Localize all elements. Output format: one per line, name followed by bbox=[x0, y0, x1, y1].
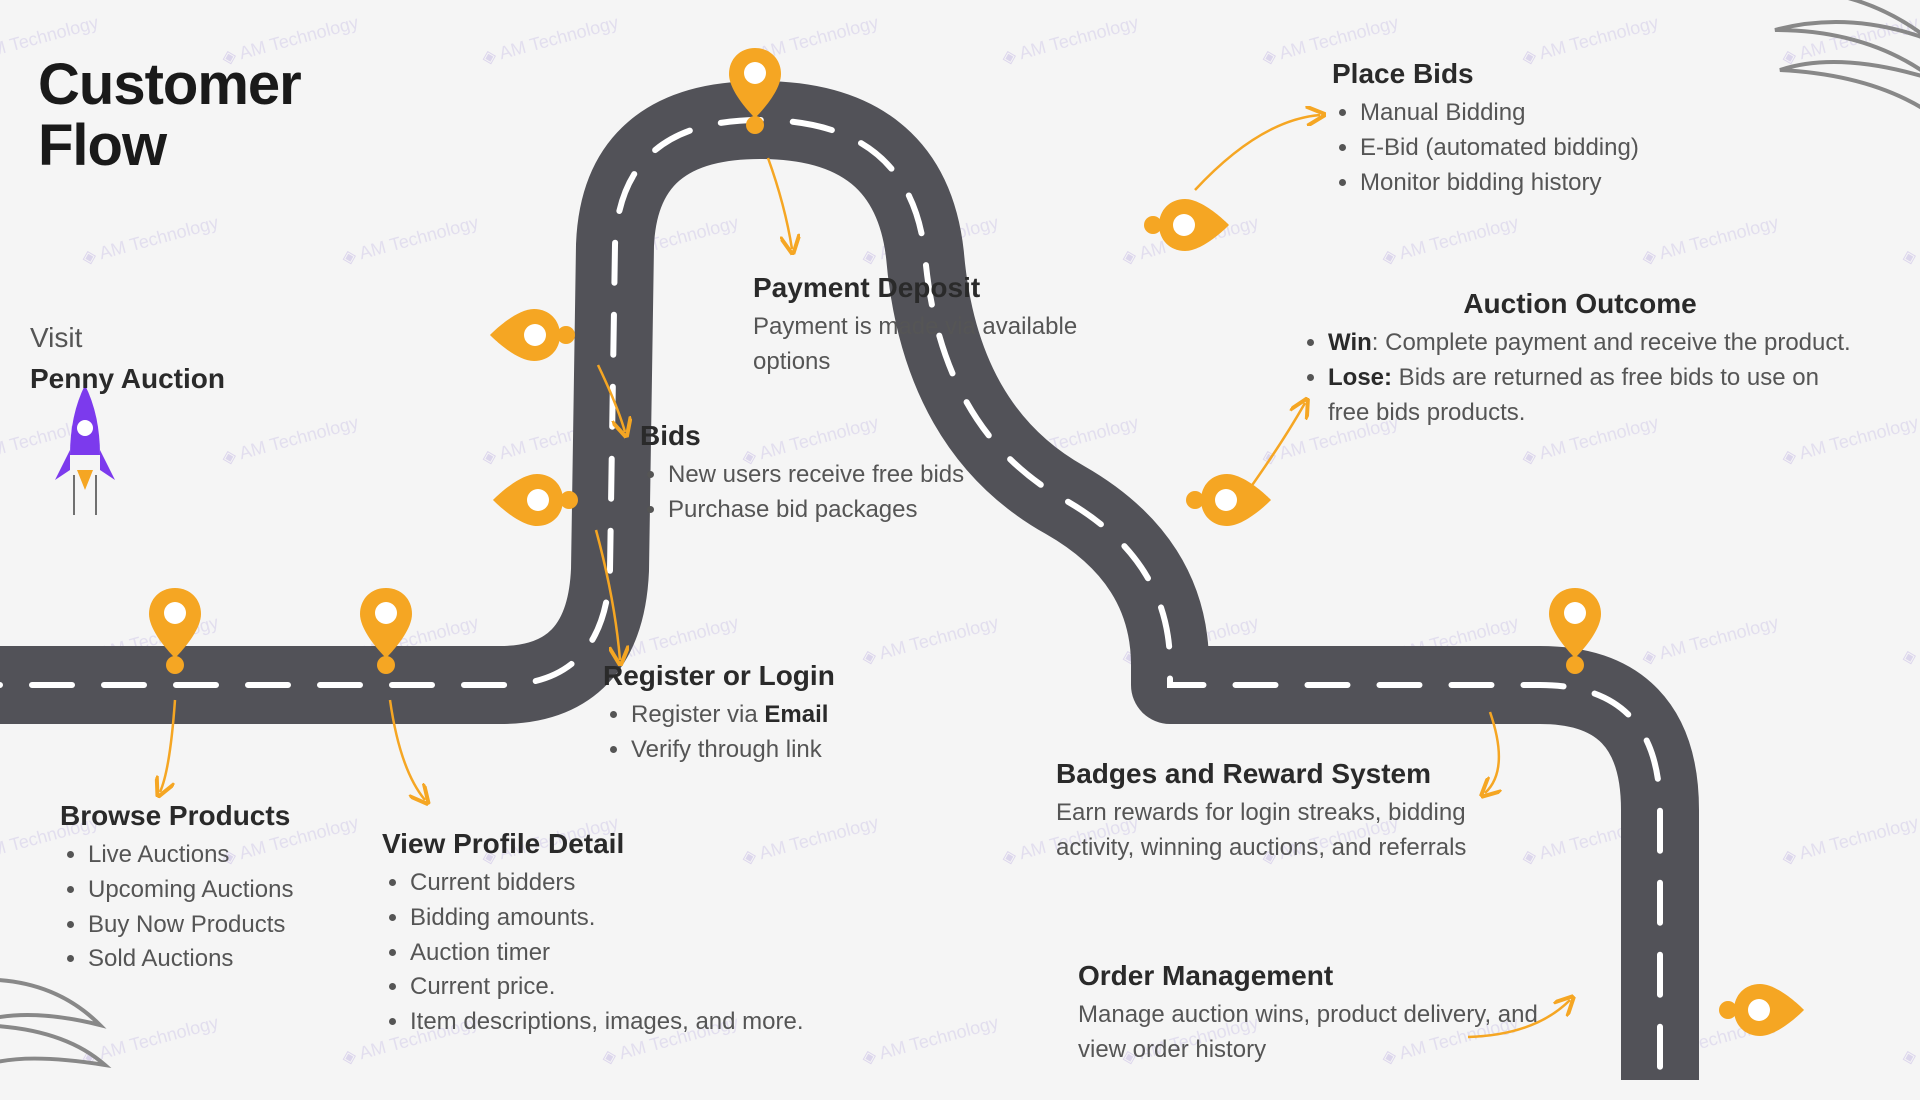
list-item: Live Auctions bbox=[88, 838, 400, 873]
list-item: Sold Auctions bbox=[88, 942, 400, 977]
order-body: Manage auction wins, product delivery, a… bbox=[1078, 998, 1558, 1068]
browse-list: Live AuctionsUpcoming AuctionsBuy Now Pr… bbox=[60, 838, 400, 977]
outcome-title: Auction Outcome bbox=[1300, 288, 1860, 320]
order-title: Order Management bbox=[1078, 960, 1558, 992]
list-item: Buy Now Products bbox=[88, 908, 400, 943]
profile-list: Current biddersBidding amounts.Auction t… bbox=[382, 866, 942, 1040]
list-item: Upcoming Auctions bbox=[88, 873, 400, 908]
list-item: Auction timer bbox=[410, 936, 942, 971]
list-item: New users receive free bids bbox=[668, 458, 1080, 493]
scribble-top-right bbox=[1760, 0, 1920, 140]
visit-line2: Penny Auction bbox=[30, 363, 225, 394]
map-pin-icon bbox=[1157, 197, 1232, 253]
stage-payment: Payment Deposit Payment is made via avai… bbox=[753, 272, 1113, 380]
stage-browse: Browse Products Live AuctionsUpcoming Au… bbox=[60, 800, 400, 977]
stage-badges: Badges and Reward System Earn rewards fo… bbox=[1056, 758, 1526, 866]
map-pin-icon bbox=[358, 586, 414, 661]
stage-outcome: Auction Outcome Win: Complete payment an… bbox=[1300, 288, 1860, 430]
stage-place-bids: Place Bids Manual BiddingE-Bid (automate… bbox=[1332, 58, 1772, 200]
map-pin-icon bbox=[487, 307, 562, 363]
map-pin-icon bbox=[1732, 982, 1807, 1038]
browse-title: Browse Products bbox=[60, 800, 400, 832]
register-list: Register via EmailVerify through link bbox=[603, 698, 1023, 768]
rocket-icon bbox=[50, 380, 120, 520]
list-item: Manual Bidding bbox=[1360, 96, 1772, 131]
list-item: Win: Complete payment and receive the pr… bbox=[1328, 326, 1860, 361]
payment-title: Payment Deposit bbox=[753, 272, 1113, 304]
list-item: Current price. bbox=[410, 970, 942, 1005]
bids-list: New users receive free bidsPurchase bid … bbox=[640, 458, 1080, 528]
list-item: Purchase bid packages bbox=[668, 493, 1080, 528]
outcome-list: Win: Complete payment and receive the pr… bbox=[1300, 326, 1860, 430]
map-pin-icon bbox=[1199, 472, 1274, 528]
profile-title: View Profile Detail bbox=[382, 828, 942, 860]
bids-title: Bids bbox=[640, 420, 1080, 452]
visit-line1: Visit bbox=[30, 322, 82, 353]
list-item: Verify through link bbox=[631, 733, 1023, 768]
stage-bids: Bids New users receive free bidsPurchase… bbox=[640, 420, 1080, 528]
stage-visit: Visit Penny Auction bbox=[30, 318, 310, 399]
map-pin-icon bbox=[147, 586, 203, 661]
register-title: Register or Login bbox=[603, 660, 1023, 692]
list-item: Register via Email bbox=[631, 698, 1023, 733]
list-item: Lose: Bids are returned as free bids to … bbox=[1328, 361, 1860, 431]
map-pin-icon bbox=[727, 46, 783, 121]
stage-order: Order Management Manage auction wins, pr… bbox=[1078, 960, 1558, 1068]
list-item: Bidding amounts. bbox=[410, 901, 942, 936]
list-item: Current bidders bbox=[410, 866, 942, 901]
payment-body: Payment is made via available options bbox=[753, 310, 1113, 380]
map-pin-icon bbox=[1547, 586, 1603, 661]
list-item: Monitor bidding history bbox=[1360, 166, 1772, 201]
stage-register: Register or Login Register via EmailVeri… bbox=[603, 660, 1023, 768]
stage-profile: View Profile Detail Current biddersBiddi… bbox=[382, 828, 942, 1040]
list-item: Item descriptions, images, and more. bbox=[410, 1005, 942, 1040]
list-item: E-Bid (automated bidding) bbox=[1360, 131, 1772, 166]
page-title: Customer Flow bbox=[38, 55, 301, 177]
map-pin-icon bbox=[490, 472, 565, 528]
place-list: Manual BiddingE-Bid (automated bidding)M… bbox=[1332, 96, 1772, 200]
badges-title: Badges and Reward System bbox=[1056, 758, 1526, 790]
place-title: Place Bids bbox=[1332, 58, 1772, 90]
badges-body: Earn rewards for login streaks, bidding … bbox=[1056, 796, 1526, 866]
scribble-bottom-left bbox=[0, 970, 120, 1100]
